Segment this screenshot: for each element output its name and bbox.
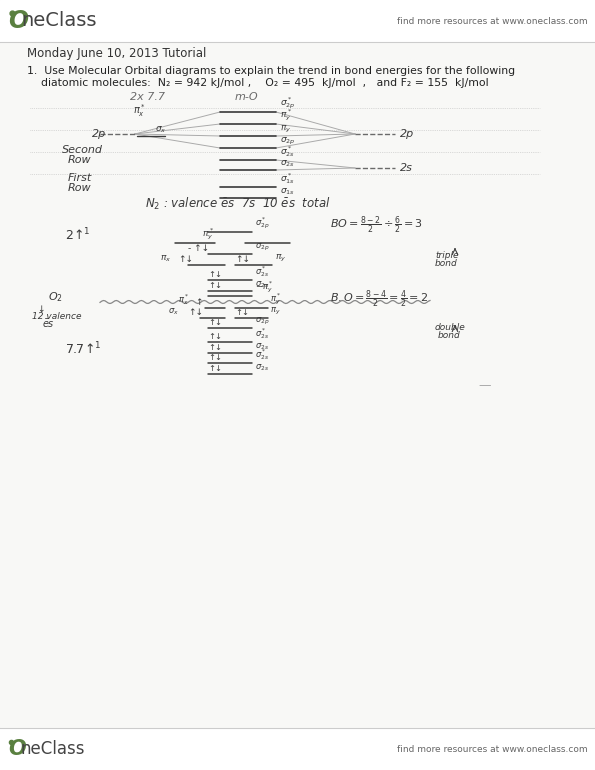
Text: $\sigma^*_{2s}$: $\sigma^*_{2s}$ [255, 347, 269, 362]
Text: m-O: m-O [235, 92, 259, 102]
Text: 2p: 2p [92, 129, 107, 139]
Text: $\sigma_{2s}$: $\sigma_{2s}$ [255, 280, 269, 290]
Text: $\sigma_x$: $\sigma_x$ [168, 306, 179, 317]
Text: O: O [8, 739, 26, 759]
Text: - ↑↓: - ↑↓ [188, 244, 209, 253]
Text: neClass: neClass [21, 12, 96, 31]
Text: triple: triple [435, 251, 459, 260]
Text: First: First [68, 173, 92, 183]
Bar [0, 728, 595, 770]
Text: $\sigma^*_{2s}$: $\sigma^*_{2s}$ [255, 326, 269, 341]
Text: ↑↓: ↑↓ [208, 332, 222, 341]
Text: Second: Second [62, 145, 103, 155]
Text: $\pi_y$: $\pi_y$ [280, 124, 292, 135]
Text: $\sigma_{2p}$: $\sigma_{2p}$ [280, 136, 296, 147]
Text: $\bar{e}$s: $\bar{e}$s [42, 318, 55, 330]
Text: $B.O = \frac{8-4}{2} = \frac{4}{2} = 2$: $B.O = \frac{8-4}{2} = \frac{4}{2} = 2$ [330, 289, 428, 310]
Text: $O_2$: $O_2$ [48, 290, 63, 304]
Text: ↑↓: ↑↓ [208, 343, 222, 352]
Text: ↑↓: ↑↓ [188, 308, 203, 317]
Text: ↑↓: ↑↓ [235, 308, 249, 317]
Text: Monday June 10, 2013 Tutorial: Monday June 10, 2013 Tutorial [27, 47, 206, 60]
Text: $\pi^*_x$: $\pi^*_x$ [133, 102, 146, 119]
Text: bond: bond [438, 331, 461, 340]
Text: $\sigma_{2p}$: $\sigma_{2p}$ [255, 242, 270, 253]
Text: $N_2$ : valence $\bar{e}$s  7s  10 $\bar{e}$s  total: $N_2$ : valence $\bar{e}$s 7s 10 $\bar{e… [145, 196, 330, 212]
Text: $\sigma_x$: $\sigma_x$ [155, 125, 167, 135]
Text: $\sigma_{2s}$: $\sigma_{2s}$ [255, 342, 269, 352]
Text: ↑: ↑ [195, 298, 202, 307]
Text: find more resources at www.oneclass.com: find more resources at www.oneclass.com [397, 745, 588, 754]
Text: $\pi^*_y$: $\pi^*_y$ [270, 292, 281, 307]
Text: $\sigma_{2s}$: $\sigma_{2s}$ [280, 159, 295, 169]
Text: 2s: 2s [400, 163, 413, 173]
Text: $\sigma^*_{2s}$: $\sigma^*_{2s}$ [280, 144, 295, 159]
Text: $\sigma^*_{2s}$: $\sigma^*_{2s}$ [255, 264, 269, 279]
Text: find more resources at www.oneclass.com: find more resources at www.oneclass.com [397, 16, 588, 25]
Text: ↑↓: ↑↓ [208, 318, 222, 327]
Text: 1.  Use Molecular Orbital diagrams to explain the trend in bond energies for the: 1. Use Molecular Orbital diagrams to exp… [27, 66, 515, 76]
Text: $BO = \frac{8-2}{2} \div \frac{6}{2} = 3$: $BO = \frac{8-2}{2} \div \frac{6}{2} = 3… [330, 215, 422, 236]
Text: $\pi_y$: $\pi_y$ [275, 253, 286, 264]
Text: 2x 7.7: 2x 7.7 [130, 92, 165, 102]
Text: Row: Row [68, 183, 92, 193]
Text: double: double [435, 323, 466, 332]
Text: $\pi^*_x$: $\pi^*_x$ [178, 292, 189, 307]
Text: 2p: 2p [400, 129, 414, 139]
Text: ↑↓: ↑↓ [235, 255, 250, 264]
Text: ↑↓: ↑↓ [208, 270, 222, 279]
Text: $\sigma^*_{2p}$: $\sigma^*_{2p}$ [280, 95, 296, 111]
Text: ↑↓: ↑↓ [178, 255, 193, 264]
Text: neClass: neClass [20, 740, 84, 758]
Text: O: O [8, 9, 28, 33]
Text: 12 valence: 12 valence [32, 312, 82, 321]
Text: bond: bond [435, 259, 458, 268]
Text: ↑↓: ↑↓ [208, 364, 222, 373]
Text: Row: Row [68, 155, 92, 165]
Text: $\sigma_{2s}$: $\sigma_{2s}$ [255, 363, 269, 373]
Text: $\sigma^*_{2p}$: $\sigma^*_{2p}$ [255, 216, 270, 231]
Text: $\sigma_{2p}$: $\sigma_{2p}$ [255, 316, 270, 327]
Bar [0, 42, 595, 728]
Text: $7.7\!\uparrow^{\!\!1}$: $7.7\!\uparrow^{\!\!1}$ [65, 340, 101, 357]
Text: $\sigma_{1s}$: $\sigma_{1s}$ [280, 186, 295, 197]
Text: $\pi^*_y$: $\pi^*_y$ [280, 108, 292, 123]
Text: $\sigma^*_{1s}$: $\sigma^*_{1s}$ [280, 171, 295, 186]
Text: $\pi_x$: $\pi_x$ [160, 253, 171, 264]
Text: ↑↓: ↑↓ [208, 281, 222, 290]
Text: $\pi_y$: $\pi_y$ [270, 306, 281, 317]
Text: ↑↓: ↑↓ [208, 353, 222, 362]
Text: $\pi^*_y$: $\pi^*_y$ [202, 226, 214, 242]
Text: diatomic molecules:  N₂ = 942 kJ/mol ,    O₂ = 495  kJ/mol  ,   and F₂ = 155  kJ: diatomic molecules: N₂ = 942 kJ/mol , O₂… [27, 78, 488, 88]
Text: ↓: ↓ [37, 305, 45, 314]
Bar [0, 0, 595, 42]
Text: $2\!\uparrow^{\!\!1}$: $2\!\uparrow^{\!\!1}$ [65, 226, 90, 243]
Text: —: — [478, 379, 490, 392]
Text: $-\pi^*_y$: $-\pi^*_y$ [255, 280, 273, 295]
